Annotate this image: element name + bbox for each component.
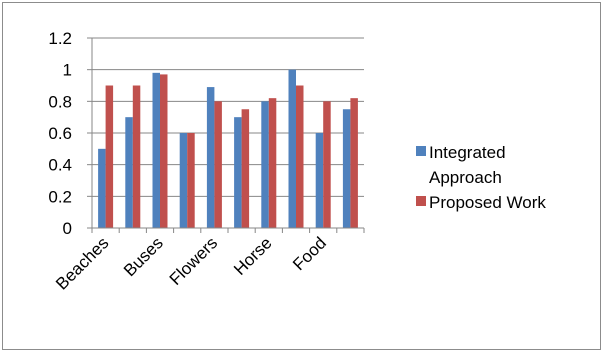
bar-integrated-approach [234, 117, 242, 228]
legend: Integrated Approach Proposed Work [416, 143, 546, 212]
bar-integrated-approach [206, 87, 215, 228]
y-tick-label: 0.8 [48, 92, 72, 111]
bar-integrated-approach [342, 109, 351, 228]
legend-label-integrated-approach-line2: Approach [429, 168, 502, 187]
y-tick-label: 0.4 [48, 156, 72, 175]
legend-label-proposed-work: Proposed Work [429, 193, 546, 212]
bar-proposed-work [160, 74, 168, 229]
y-tick-label: 0.2 [48, 187, 72, 206]
bar-proposed-work [296, 85, 304, 228]
legend-swatch-integrated-approach [416, 146, 426, 156]
y-tick-label: 1 [63, 61, 72, 80]
bar-integrated-approach [179, 133, 188, 228]
bar-integrated-approach [98, 148, 106, 228]
x-tick-label: Food [289, 233, 330, 274]
x-tick-label: Flowers [166, 233, 222, 289]
y-tick-labels: 0 0.2 0.4 0.6 0.8 1 1.2 [48, 29, 72, 238]
bar-proposed-work [105, 85, 114, 228]
x-tick-label: Buses [120, 233, 167, 280]
y-tick-label: 0 [63, 219, 72, 238]
bar-proposed-work [187, 133, 195, 228]
bar-proposed-work [350, 98, 358, 229]
bars-group [98, 69, 358, 229]
bar-proposed-work [323, 101, 331, 228]
bar-integrated-approach [152, 72, 160, 228]
bar-integrated-approach [315, 133, 324, 228]
bar-integrated-approach [125, 117, 133, 228]
bar-proposed-work [268, 98, 277, 229]
bar-integrated-approach [288, 69, 296, 229]
legend-label-integrated-approach: Integrated [429, 143, 506, 162]
bar-proposed-work [132, 85, 141, 228]
bar-integrated-approach [261, 101, 269, 228]
bar-proposed-work [214, 101, 222, 228]
y-tick-label: 0.6 [48, 124, 72, 143]
x-tick-label: Beaches [52, 233, 112, 293]
axes-group [87, 37, 365, 233]
x-tick-label: Horse [230, 233, 276, 279]
legend-swatch-proposed-work [416, 196, 426, 206]
y-tick-label: 1.2 [48, 29, 72, 48]
bar-proposed-work [241, 109, 250, 228]
